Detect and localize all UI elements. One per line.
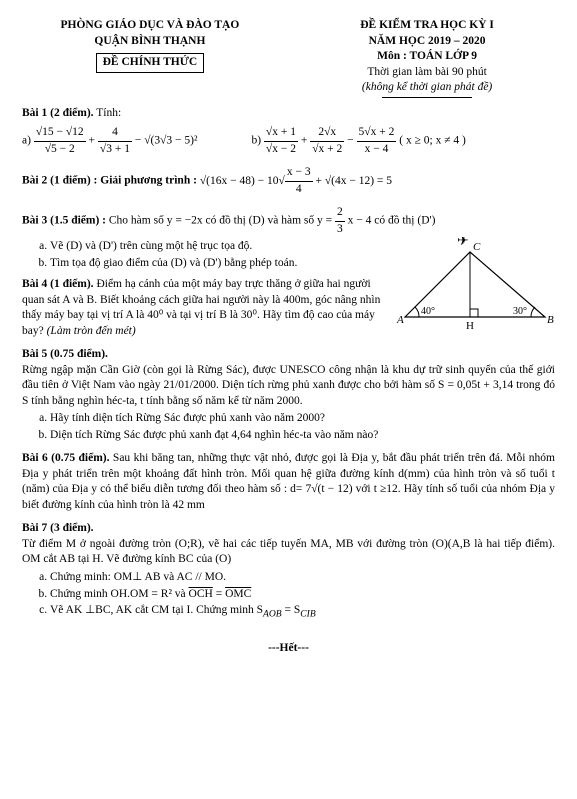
bai6-title: Bài 6 (0.75 điểm).: [22, 452, 110, 464]
op: +: [89, 135, 98, 147]
bai1-title: Bài 1 (2 điểm).: [22, 107, 94, 119]
label-c: C: [473, 241, 481, 253]
triangle-figure: A B C H 40° 30° ✈: [395, 237, 555, 337]
p1: √(16x − 48) − 10: [200, 175, 279, 187]
den: √x + 2: [310, 142, 344, 158]
op: +: [301, 135, 310, 147]
bai1-row: a) √15 − √12√5 − 2 + 4√3 + 1 − √(3√3 − 5…: [22, 125, 555, 157]
bai6: Bài 6 (0.75 điểm). Sau khi băng tan, nhữ…: [22, 451, 555, 513]
bai5: Bài 5 (0.75 điểm). Rừng ngập mặn Cần Giờ…: [22, 347, 555, 443]
lbl-b: b): [251, 135, 261, 147]
frac-a1: √15 − √12√5 − 2: [34, 125, 86, 157]
den: √x − 2: [264, 142, 298, 158]
header-right: ĐỀ KIỂM TRA HỌC KỲ I NĂM HỌC 2019 – 2020…: [299, 18, 555, 98]
frac-b2: 2√x√x + 2: [310, 125, 344, 157]
bai7-b: Chứng minh OH.OM = R² và OCH = OMC: [50, 587, 555, 603]
num: 2√x: [310, 125, 344, 142]
org-line2: QUẬN BÌNH THẠNH: [22, 34, 278, 50]
end-marker: ---Hết---: [22, 641, 555, 657]
num: x − 3: [285, 165, 313, 182]
bai3: Bài 3 (1.5 điểm) : Cho hàm số y = −2x có…: [22, 205, 555, 339]
arc: OMC: [225, 588, 251, 600]
t: Vẽ AK ⊥BC, AK cắt CM tại I. Chứng minh S: [50, 604, 263, 616]
official-stamp: ĐỀ CHÍNH THỨC: [22, 53, 278, 73]
bai3-list: Vẽ (D) và (D') trên cùng một hệ trục tọa…: [22, 237, 387, 339]
plane-icon: ✈: [457, 237, 469, 249]
bai2-title: Bài 2 (1 điểm) :: [22, 175, 97, 187]
bai7-a: Chứng minh: OM⊥ AB và AC // MO.: [50, 570, 555, 586]
bai2-expr: √(16x − 48) − 10√x − 34 + √(4x − 12) = 5: [200, 175, 392, 187]
frac-b1: √x + 1√x − 2: [264, 125, 298, 157]
official-label: ĐỀ CHÍNH THỨC: [96, 53, 205, 73]
num: 2: [335, 205, 345, 222]
label-h: H: [466, 320, 474, 332]
bai3-text2: x − 4 có đồ thị (D'): [348, 215, 436, 227]
bai4: Bài 4 (1 điểm). Điểm hạ cánh của một máy…: [22, 277, 387, 339]
cond: ( x ≥ 0; x ≠ 4 ): [399, 135, 466, 147]
bai7-c: Vẽ AK ⊥BC, AK cắt CM tại I. Chứng minh S…: [50, 603, 555, 621]
frac-b3: 5√x + 2x − 4: [357, 125, 397, 157]
p2: + √(4x − 12) = 5: [315, 175, 392, 187]
bai3-title: Bài 3 (1.5 điểm) :: [22, 215, 106, 227]
bai1-tinh: Tính:: [94, 107, 122, 119]
bai7-title: Bài 7 (3 điểm).: [22, 522, 94, 534]
bai5-a: Hãy tính diện tích Rừng Sác được phủ xan…: [50, 411, 555, 427]
bai3-b: Tìm tọa độ giao điểm của (D) và (D') bằn…: [50, 256, 387, 272]
arc: OCH: [189, 588, 213, 600]
bai1-b: b) √x + 1√x − 2 + 2√x√x + 2 − 5√x + 2x −…: [251, 125, 465, 157]
bai7: Bài 7 (3 điểm). Từ điểm M ở ngoài đường …: [22, 521, 555, 621]
op: −: [135, 135, 144, 147]
num: √15 − √12: [34, 125, 86, 142]
bai2-text: Giải phương trình :: [100, 175, 200, 187]
duration: Thời gian làm bài 90 phút: [299, 65, 555, 81]
num: 5√x + 2: [357, 125, 397, 142]
den: 4: [285, 182, 313, 198]
header: PHÒNG GIÁO DỤC VÀ ĐÀO TẠO QUẬN BÌNH THẠN…: [22, 18, 555, 98]
bai5-title: Bài 5 (0.75 điểm).: [22, 348, 108, 360]
org-line1: PHÒNG GIÁO DỤC VÀ ĐÀO TẠO: [22, 18, 278, 34]
header-left: PHÒNG GIÁO DỤC VÀ ĐÀO TẠO QUẬN BÌNH THẠN…: [22, 18, 278, 98]
bai3-a: Vẽ (D) và (D') trên cùng một hệ trục tọa…: [50, 239, 387, 255]
bai7-p: Từ điểm M ở ngoài đường tròn (O;R), vẽ h…: [22, 537, 555, 568]
bai1: Bài 1 (2 điểm). Tính: a) √15 − √12√5 − 2…: [22, 106, 555, 158]
bai5-p: Rừng ngập mặn Cần Giờ (còn gọi là Rừng S…: [22, 363, 555, 410]
school-year: NĂM HỌC 2019 – 2020: [299, 34, 555, 50]
op: −: [347, 135, 356, 147]
exam-title: ĐỀ KIỂM TRA HỌC KỲ I: [299, 18, 555, 34]
num: 4: [98, 125, 132, 142]
sub: CIB: [300, 608, 315, 619]
bai2: Bài 2 (1 điểm) : Giải phương trình : √(1…: [22, 165, 555, 197]
den: x − 4: [357, 142, 397, 158]
underline: [382, 97, 472, 98]
den: 3: [335, 222, 345, 238]
label-a: A: [396, 314, 404, 326]
bai3-body: Vẽ (D) và (D') trên cùng một hệ trục tọa…: [22, 237, 555, 339]
frac: 23: [335, 205, 345, 237]
eq: =: [213, 588, 225, 600]
num: √x + 1: [264, 125, 298, 142]
den: √5 − 2: [34, 142, 86, 158]
bai5-b: Diện tích Rừng Sác được phủ xanh đạt 4,6…: [50, 428, 555, 444]
bai1-a: a) √15 − √12√5 − 2 + 4√3 + 1 − √(3√3 − 5…: [22, 125, 197, 157]
bai4-title: Bài 4 (1 điểm).: [22, 278, 94, 290]
sub: AOB: [263, 608, 282, 619]
t: Chứng minh OH.OM = R² và: [50, 588, 189, 600]
subject: Môn : TOÁN LỚP 9: [299, 49, 555, 65]
eq: = S: [282, 604, 301, 616]
angle-b: 30°: [513, 306, 527, 317]
bai3-text: Cho hàm số y = −2x có đồ thị (D) và hàm …: [109, 215, 335, 227]
den: √3 + 1: [98, 142, 132, 158]
bai4-italic: (Làm tròn đến mét): [47, 325, 136, 337]
note: (không kể thời gian phát đề): [299, 80, 555, 96]
angle-a: 40°: [421, 306, 435, 317]
frac: x − 34: [285, 165, 313, 197]
label-b: B: [547, 314, 554, 326]
expr: √(3√3 − 5)²: [144, 135, 197, 147]
lbl-a: a): [22, 135, 31, 147]
frac-a2: 4√3 + 1: [98, 125, 132, 157]
